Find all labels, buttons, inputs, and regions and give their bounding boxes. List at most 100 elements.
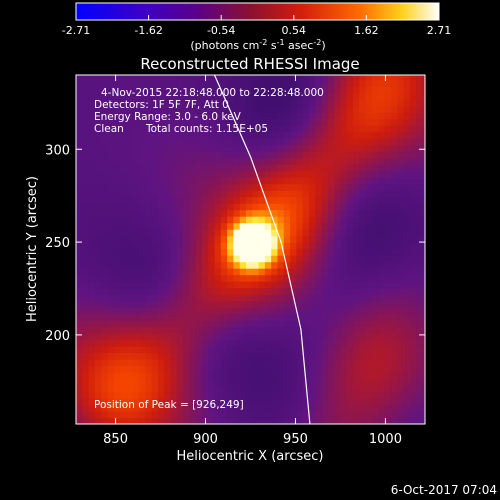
heatmap-cell xyxy=(302,216,310,224)
heatmap-cell xyxy=(170,294,178,302)
heatmap-cell xyxy=(94,398,102,406)
y-tick-label: 250 xyxy=(45,236,70,251)
heatmap-cell xyxy=(189,177,197,185)
heatmap-cell xyxy=(416,287,423,295)
heatmap-cell xyxy=(327,333,335,341)
heatmap-cell xyxy=(296,235,304,243)
heatmap-cell xyxy=(195,313,203,321)
heatmap-cell xyxy=(94,268,102,276)
heatmap-cell xyxy=(390,300,398,308)
heatmap-cell xyxy=(201,339,209,347)
heatmap-cell xyxy=(384,138,392,146)
heatmap-cell xyxy=(327,112,335,120)
heatmap-cell xyxy=(327,99,335,107)
heatmap-cell xyxy=(164,274,172,282)
heatmap-cell xyxy=(82,144,90,152)
heatmap-cell xyxy=(384,268,392,276)
heatmap-cell xyxy=(397,359,405,367)
heatmap-cell xyxy=(353,398,360,406)
heatmap-cell xyxy=(246,300,253,308)
heatmap-cell xyxy=(170,417,178,424)
heatmap-cell xyxy=(220,339,228,347)
heatmap-cell xyxy=(359,365,367,373)
heatmap-cell xyxy=(94,313,102,321)
heatmap-cell xyxy=(340,190,348,198)
heatmap-cell xyxy=(189,138,197,146)
heatmap-cell xyxy=(151,151,159,159)
heatmap-cell xyxy=(390,138,398,146)
heatmap-cell xyxy=(264,261,272,269)
heatmap-cell xyxy=(183,216,190,224)
heatmap-cell xyxy=(403,313,411,321)
heatmap-cell xyxy=(283,300,291,308)
heatmap-cell xyxy=(283,235,291,243)
heatmap-cell xyxy=(82,320,90,328)
heatmap-cell xyxy=(176,190,184,198)
heatmap-cell xyxy=(327,365,335,373)
heatmap-cell xyxy=(183,339,190,347)
heatmap-cell xyxy=(195,391,203,399)
heatmap-cell xyxy=(409,287,417,295)
heatmap-cell xyxy=(157,417,165,424)
heatmap-cell xyxy=(353,300,360,308)
heatmap-cell xyxy=(397,404,405,412)
heatmap-cell xyxy=(176,398,184,406)
heatmap-cell xyxy=(76,320,83,328)
heatmap-cell xyxy=(302,339,310,347)
heatmap-cell xyxy=(340,255,348,263)
heatmap-cell xyxy=(201,79,209,87)
heatmap-cell xyxy=(353,157,360,165)
heatmap-cell xyxy=(390,125,398,133)
heatmap-cell xyxy=(371,333,379,341)
heatmap-cell xyxy=(321,300,329,308)
heatmap-cell xyxy=(164,151,172,159)
heatmap-cell xyxy=(252,151,260,159)
heatmap-cell xyxy=(290,391,297,399)
heatmap-cell xyxy=(334,385,342,393)
heatmap-cell xyxy=(183,411,190,419)
heatmap-cell xyxy=(384,170,392,178)
heatmap-cell xyxy=(233,92,241,100)
heatmap-cell xyxy=(145,75,153,81)
heatmap-cell xyxy=(378,411,386,419)
heatmap-cell xyxy=(258,164,266,172)
heatmap-cell xyxy=(378,222,386,230)
heatmap-cell xyxy=(201,209,209,217)
heatmap-cell xyxy=(113,203,121,211)
heatmap-cell xyxy=(283,216,291,224)
heatmap-cell xyxy=(201,112,209,120)
heatmap-cell xyxy=(283,385,291,393)
heatmap-cell xyxy=(302,320,310,328)
heatmap-cell xyxy=(290,92,297,100)
heatmap-cell xyxy=(145,346,153,354)
heatmap-cell xyxy=(340,313,348,321)
heatmap-cell xyxy=(126,151,134,159)
heatmap-cell xyxy=(183,190,190,198)
heatmap-cell xyxy=(151,75,159,81)
heatmap-cell xyxy=(277,118,285,126)
heatmap-cell xyxy=(409,372,417,380)
heatmap-cell xyxy=(359,268,367,276)
heatmap-cell xyxy=(277,391,285,399)
heatmap-cell xyxy=(277,125,285,133)
heatmap-cell xyxy=(195,326,203,334)
heatmap-cell xyxy=(201,222,209,230)
heatmap-cell xyxy=(258,177,266,185)
heatmap-cell xyxy=(327,346,335,354)
heatmap-cell xyxy=(227,144,235,152)
heatmap-cell xyxy=(88,79,96,87)
heatmap-cell xyxy=(346,222,354,230)
heatmap-cell xyxy=(308,274,316,282)
heatmap-cell xyxy=(246,372,253,380)
heatmap-cell xyxy=(390,105,398,113)
heatmap-cell xyxy=(353,411,360,419)
heatmap-cell xyxy=(183,346,190,354)
heatmap-cell xyxy=(214,99,222,107)
heatmap-cell xyxy=(353,170,360,178)
heatmap-cell xyxy=(233,164,241,172)
heatmap-cell xyxy=(409,196,417,204)
heatmap-cell xyxy=(246,248,253,256)
heatmap-cell xyxy=(403,203,411,211)
heatmap-cell xyxy=(296,183,304,191)
heatmap-cell xyxy=(315,287,323,295)
